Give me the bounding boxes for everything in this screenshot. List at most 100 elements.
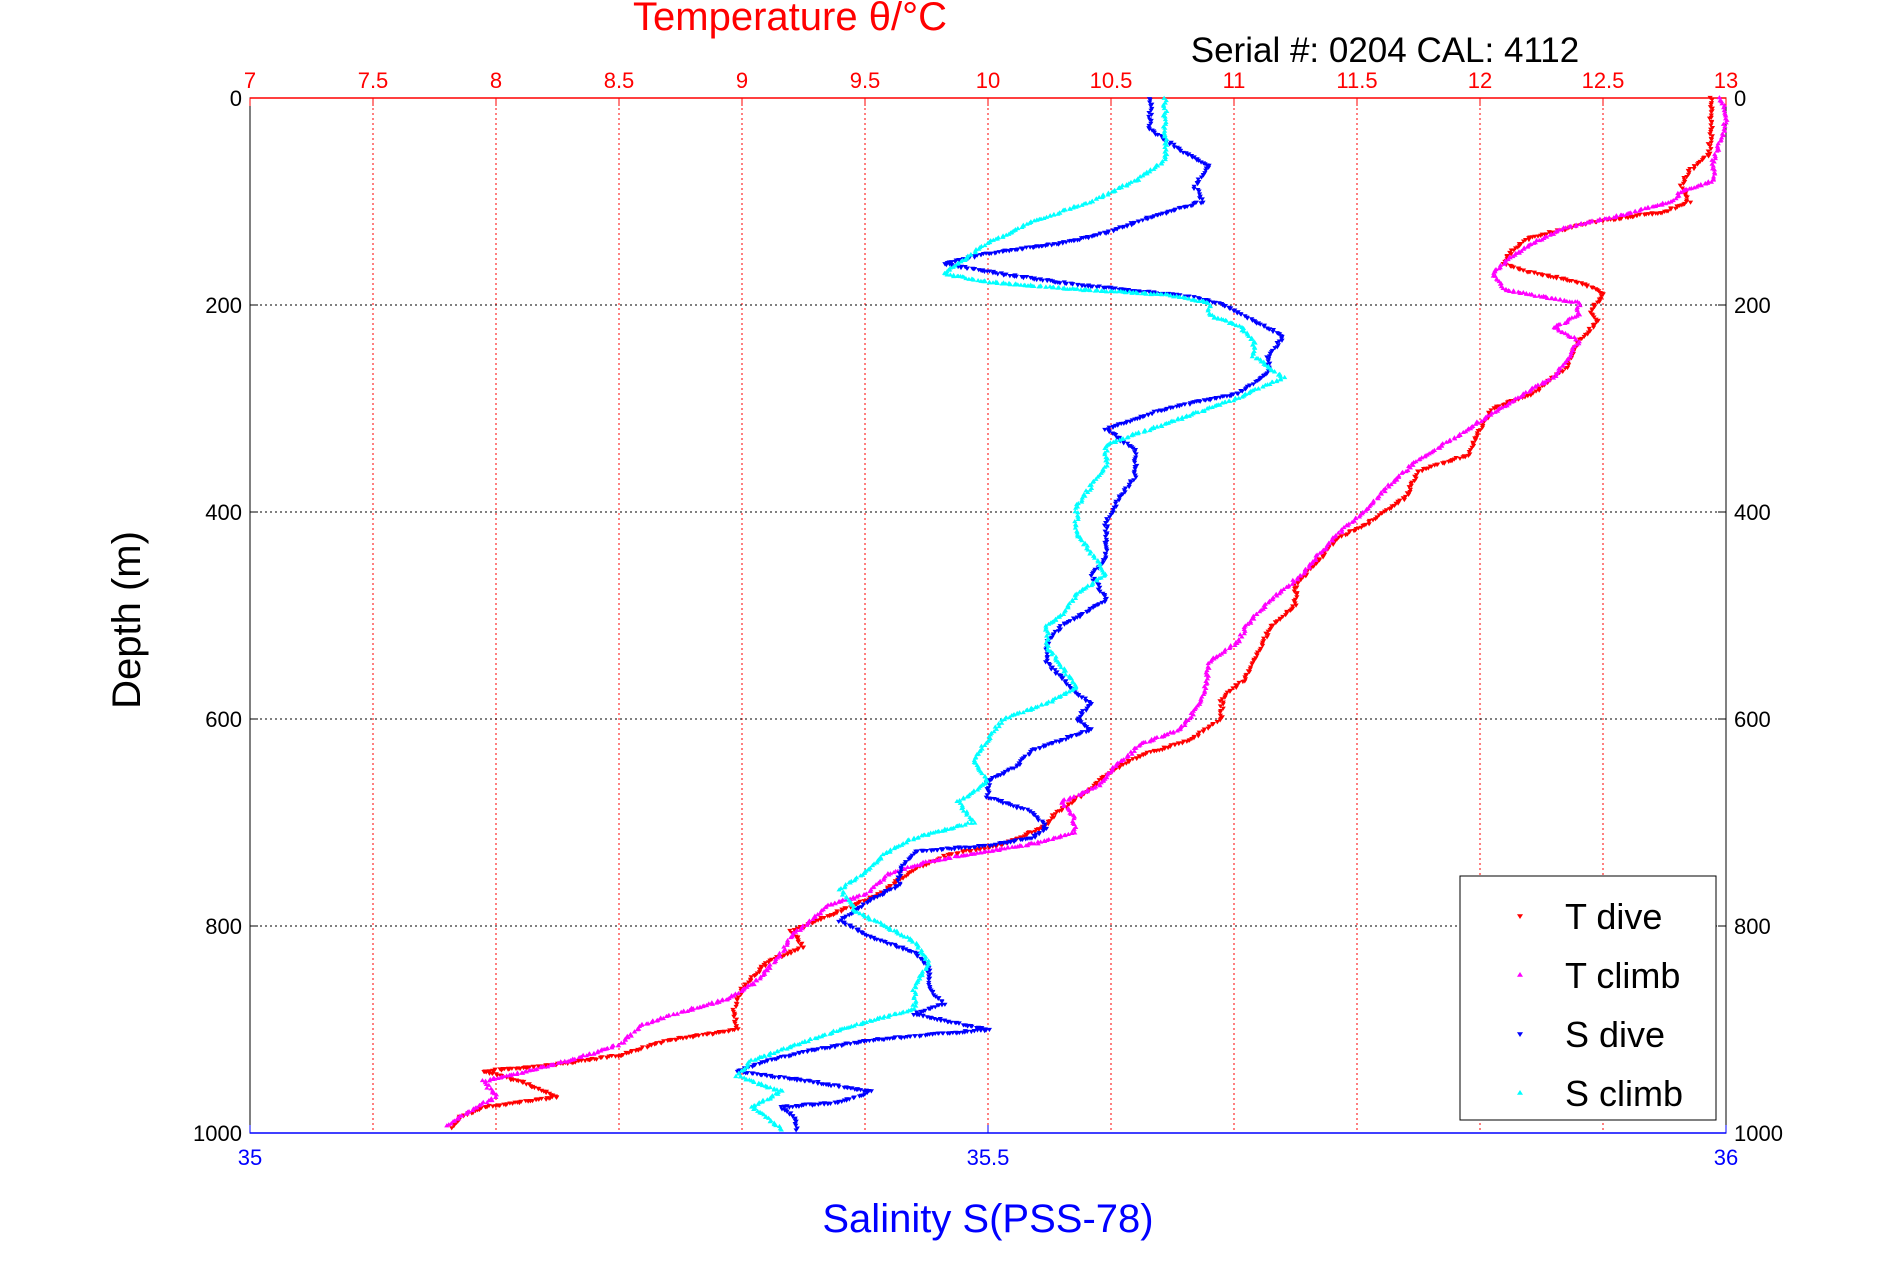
data-point	[1294, 592, 1300, 597]
data-point	[945, 855, 952, 861]
data-point	[1009, 844, 1015, 849]
data-point	[970, 817, 976, 822]
data-point	[1147, 100, 1153, 105]
data-point	[944, 272, 950, 277]
data-point	[1151, 166, 1157, 171]
data-point	[873, 882, 879, 887]
data-point	[1177, 148, 1184, 154]
data-point	[1668, 207, 1674, 212]
data-point	[744, 1071, 750, 1076]
data-point	[1416, 457, 1422, 462]
data-point	[1056, 739, 1062, 745]
data-point	[1035, 839, 1041, 844]
data-point	[1649, 204, 1655, 209]
data-point	[1102, 540, 1108, 546]
data-point	[1233, 322, 1239, 328]
data-point	[1277, 373, 1284, 378]
data-point	[1205, 300, 1211, 305]
temp-axis-tick-label: 12.5	[1582, 68, 1625, 93]
data-point	[1526, 389, 1532, 394]
data-point	[784, 940, 790, 946]
data-point	[1065, 831, 1071, 837]
data-point	[1231, 398, 1237, 403]
data-point	[719, 998, 725, 1003]
data-point	[1254, 611, 1260, 617]
data-point	[802, 1079, 808, 1084]
data-point	[1195, 182, 1201, 187]
data-point	[1672, 206, 1679, 211]
data-point	[1052, 629, 1058, 635]
data-point	[1085, 547, 1091, 552]
data-point	[1281, 586, 1287, 592]
data-point	[1094, 288, 1100, 293]
data-point	[793, 1119, 799, 1124]
data-point	[1176, 206, 1182, 211]
data-point	[997, 841, 1003, 846]
data-point	[807, 1102, 813, 1107]
data-point	[1087, 551, 1093, 556]
data-point	[1200, 729, 1206, 734]
data-point	[1306, 565, 1313, 570]
data-point	[1040, 829, 1046, 834]
data-point	[1214, 720, 1220, 725]
data-point	[986, 790, 992, 795]
data-point	[779, 1088, 785, 1093]
data-point	[1474, 431, 1480, 436]
data-point	[776, 1123, 783, 1128]
salinity-axis-tick-label: 35	[238, 1145, 262, 1170]
data-point	[1195, 177, 1201, 182]
data-point	[700, 1032, 706, 1037]
data-point	[1226, 645, 1232, 651]
data-point	[733, 1017, 740, 1022]
data-point	[1691, 166, 1697, 172]
data-point	[751, 1079, 757, 1085]
data-point	[987, 844, 993, 849]
data-point	[772, 1075, 778, 1080]
data-point	[1101, 573, 1107, 578]
data-point	[1047, 213, 1053, 218]
depth-tick-label-left: 0	[230, 86, 242, 111]
data-point	[1126, 484, 1132, 490]
data-point	[1102, 594, 1108, 599]
data-point	[1121, 441, 1127, 446]
data-point	[1020, 709, 1026, 715]
data-point	[476, 1103, 482, 1108]
data-point	[1721, 107, 1727, 113]
data-point	[1253, 379, 1259, 385]
data-point	[1193, 298, 1199, 303]
data-point	[869, 862, 876, 868]
depth-tick-label-right: 600	[1734, 707, 1771, 732]
data-point	[634, 1027, 640, 1032]
data-point	[1403, 468, 1409, 474]
data-point	[1207, 303, 1214, 309]
data-point	[1201, 691, 1207, 697]
data-point	[910, 869, 916, 874]
data-point	[519, 1070, 525, 1075]
data-point	[1294, 585, 1300, 590]
data-point	[1249, 354, 1255, 359]
data-point	[628, 1050, 635, 1055]
data-point	[910, 1002, 916, 1007]
data-point	[671, 1011, 677, 1017]
data-point	[1104, 289, 1110, 294]
data-point	[875, 1016, 881, 1021]
data-point	[1224, 690, 1230, 695]
data-point	[1505, 257, 1511, 262]
data-point	[1069, 801, 1075, 806]
data-point	[1568, 334, 1574, 340]
data-point	[1075, 693, 1082, 698]
data-point	[909, 939, 916, 944]
data-point	[1003, 272, 1009, 277]
data-point	[1043, 625, 1049, 630]
data-point	[1056, 284, 1062, 290]
data-point	[795, 939, 801, 945]
data-point	[843, 1041, 849, 1046]
data-point	[1313, 553, 1319, 558]
data-point	[1698, 183, 1704, 188]
data-point	[1161, 103, 1167, 108]
legend-marker	[1517, 972, 1523, 977]
data-point	[1066, 807, 1073, 813]
data-point	[450, 1118, 456, 1124]
data-point	[1018, 282, 1024, 287]
temp-axis-tick-label: 12	[1468, 68, 1492, 93]
